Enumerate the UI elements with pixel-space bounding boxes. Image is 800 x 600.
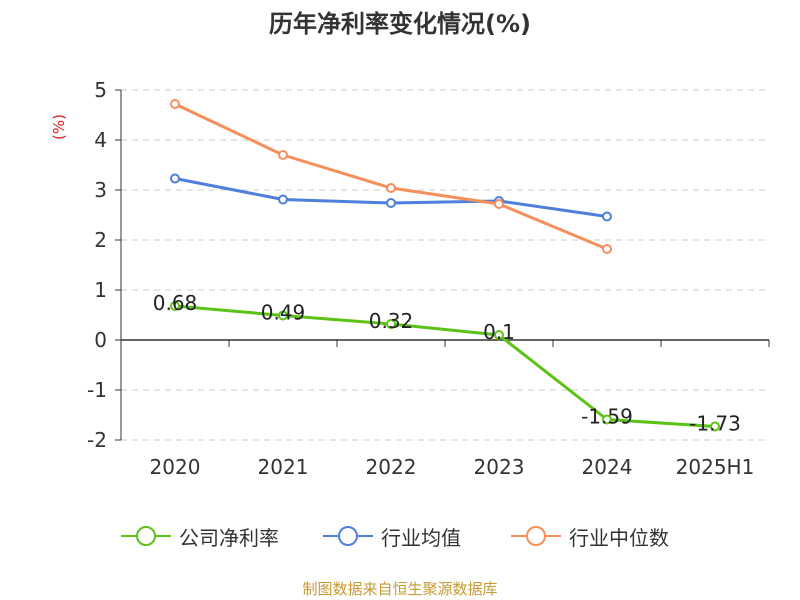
x-tick-label: 2021 <box>258 455 309 479</box>
legend-item: 公司净利率 <box>121 520 279 552</box>
legend-circle <box>136 526 156 546</box>
y-tick-label: 0 <box>94 328 107 352</box>
x-tick-label: 2020 <box>150 455 201 479</box>
legend-item: 行业均值 <box>323 520 461 552</box>
data-label: 0.32 <box>369 309 414 333</box>
legend-marker <box>121 526 171 546</box>
x-tick-label: 2022 <box>366 455 417 479</box>
legend-marker <box>511 526 561 546</box>
legend-item: 行业中位数 <box>511 520 669 552</box>
data-point <box>494 199 504 209</box>
legend-marker <box>323 526 373 546</box>
legend: 公司净利率 行业均值 行业中位数 <box>0 520 800 552</box>
data-point <box>602 211 612 222</box>
data-point <box>602 244 612 254</box>
series-layer <box>170 99 720 432</box>
legend-label: 公司净利率 <box>179 525 279 550</box>
chart-title: 历年净利率变化情况(%) <box>269 10 531 38</box>
y-tick-label: 1 <box>94 278 107 302</box>
data-point <box>170 173 180 184</box>
x-tick-label: 2024 <box>582 455 633 479</box>
data-label: -1.59 <box>581 405 633 429</box>
y-tick-label: 3 <box>94 178 107 202</box>
data-label-layer: 0.68 0.49 0.32 0.1 -1.59 -1.73 <box>153 291 741 436</box>
legend-label: 行业中位数 <box>569 525 669 550</box>
data-point <box>602 414 612 425</box>
data-point <box>170 99 180 109</box>
data-label: -1.73 <box>689 412 741 436</box>
data-label: 0.49 <box>261 301 306 325</box>
legend-circle <box>526 526 546 546</box>
data-label: 0.1 <box>483 320 515 344</box>
data-point <box>386 183 396 193</box>
data-point <box>278 194 288 205</box>
data-point <box>386 319 396 329</box>
data-point <box>386 198 396 208</box>
series-line-0 <box>174 304 716 428</box>
data-label: 0.68 <box>153 291 198 315</box>
data-point <box>494 330 504 340</box>
data-point <box>710 421 720 432</box>
y-tick-label: -2 <box>87 428 107 452</box>
y-tick-label: 4 <box>94 128 107 152</box>
grid-layer <box>121 89 769 441</box>
x-tick-label: 2025H1 <box>676 455 755 479</box>
source-note: 制图数据来自恒生聚源数据库 <box>302 580 498 598</box>
legend-circle <box>338 526 358 546</box>
data-point <box>278 150 288 160</box>
axis-layer: 5 4 3 2 1 0 -1 -2 2020 2021 2022 2023 2024 2025H1 (%) <box>50 78 770 479</box>
x-tick-label: 2023 <box>474 455 525 479</box>
y-axis-label: (%) <box>50 114 68 140</box>
legend-label: 行业均值 <box>381 525 461 550</box>
y-tick-label: -1 <box>87 378 107 402</box>
series-line-2 <box>174 102 608 251</box>
data-point <box>278 310 288 321</box>
y-tick-label: 5 <box>94 78 107 102</box>
y-tick-label: 2 <box>94 228 107 252</box>
data-point <box>170 301 180 311</box>
